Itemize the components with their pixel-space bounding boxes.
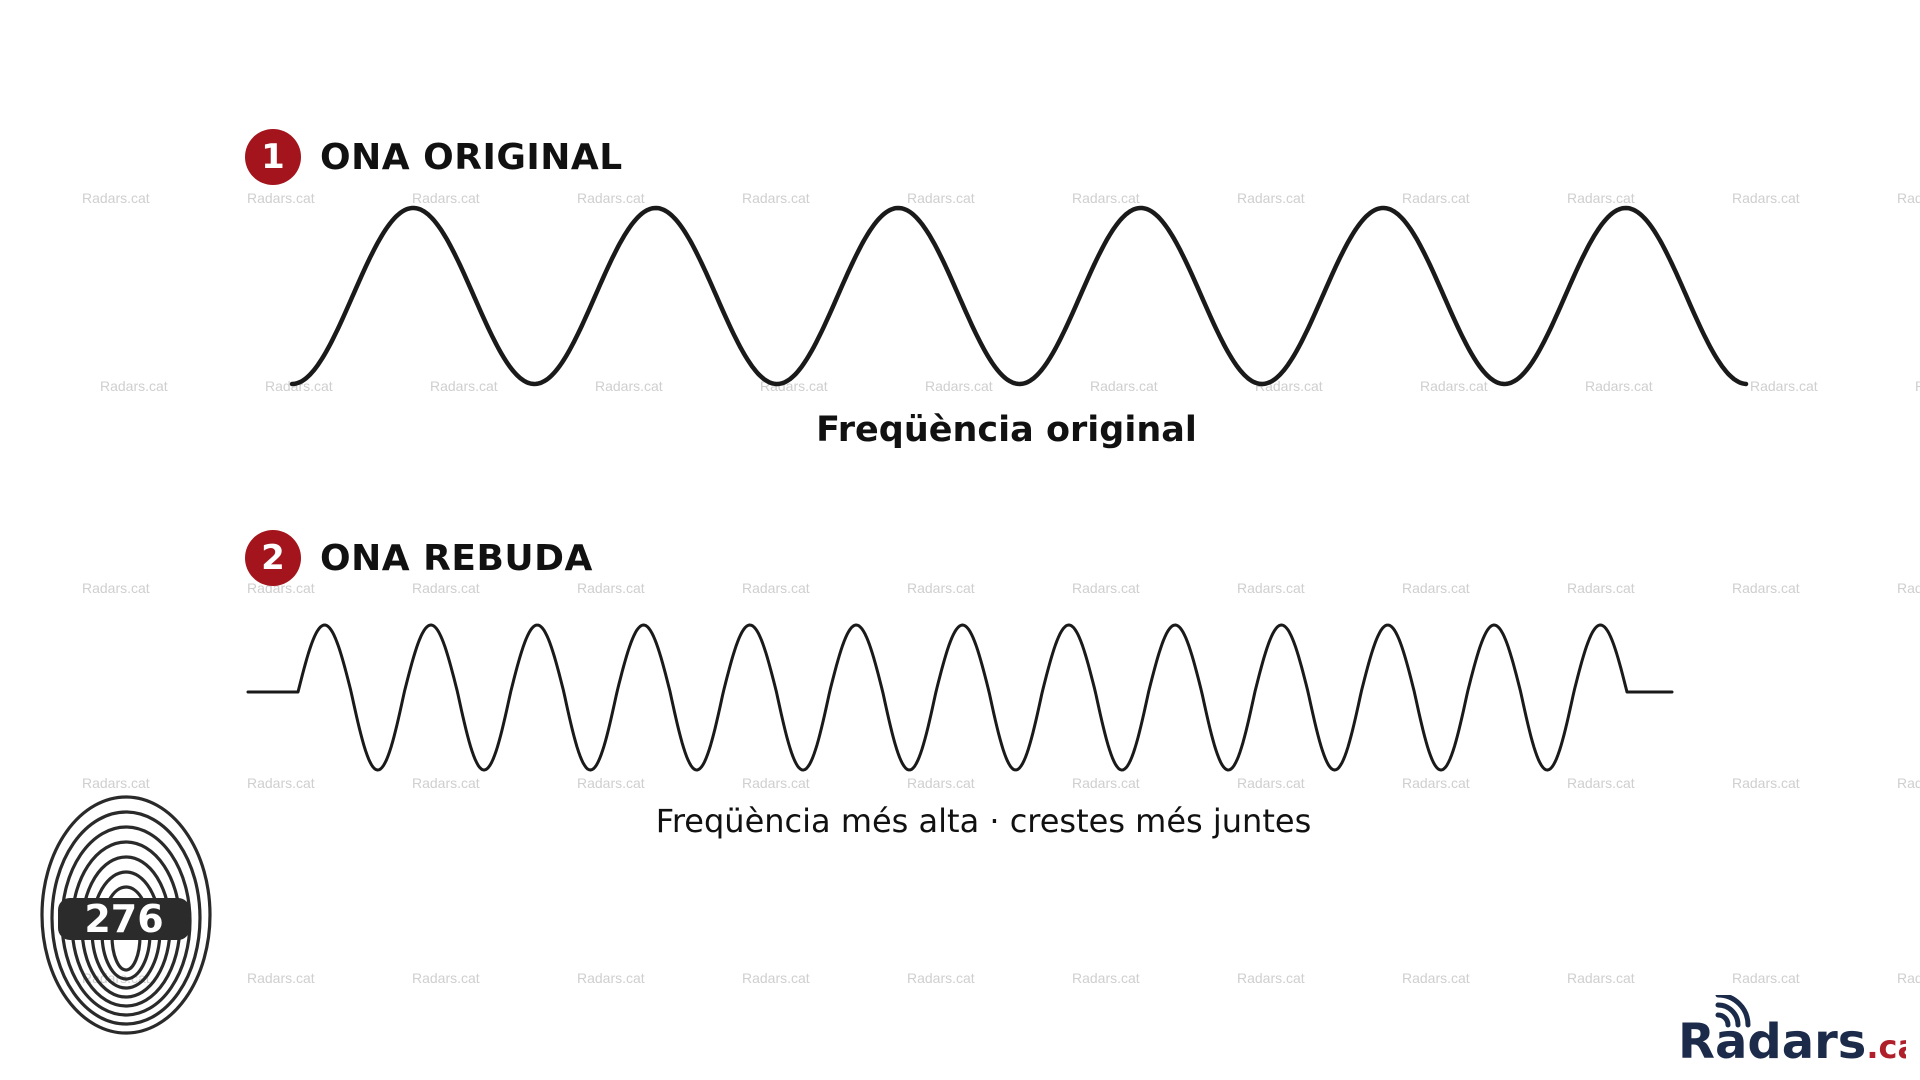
received-wave [246, 623, 1674, 772]
caption-original-frequency: Freqüència original [816, 410, 1197, 450]
radars-logo: Radars.cat [1678, 995, 1906, 1065]
section-title-original: ONA ORIGINAL [320, 136, 623, 178]
section-header-original: 1 ONA ORIGINAL [245, 129, 623, 185]
fingerprint-icon: 276 [40, 795, 212, 1035]
original-wave [289, 205, 1749, 387]
logo-suffix: .cat [1866, 1028, 1906, 1065]
logo-main: Radars [1678, 1014, 1866, 1065]
section-title-received: ONA REBUDA [320, 537, 593, 579]
section-header-received: 2 ONA REBUDA [245, 530, 593, 586]
fingerprint-number: 276 [84, 897, 163, 941]
radio-signal-icon [1715, 995, 1751, 1028]
step-badge-1: 1 [245, 129, 301, 185]
logo-text: Radars.cat [1678, 1014, 1906, 1065]
step-badge-2: 2 [245, 530, 301, 586]
caption-higher-frequency: Freqüència més alta · crestes més juntes [655, 802, 1312, 840]
